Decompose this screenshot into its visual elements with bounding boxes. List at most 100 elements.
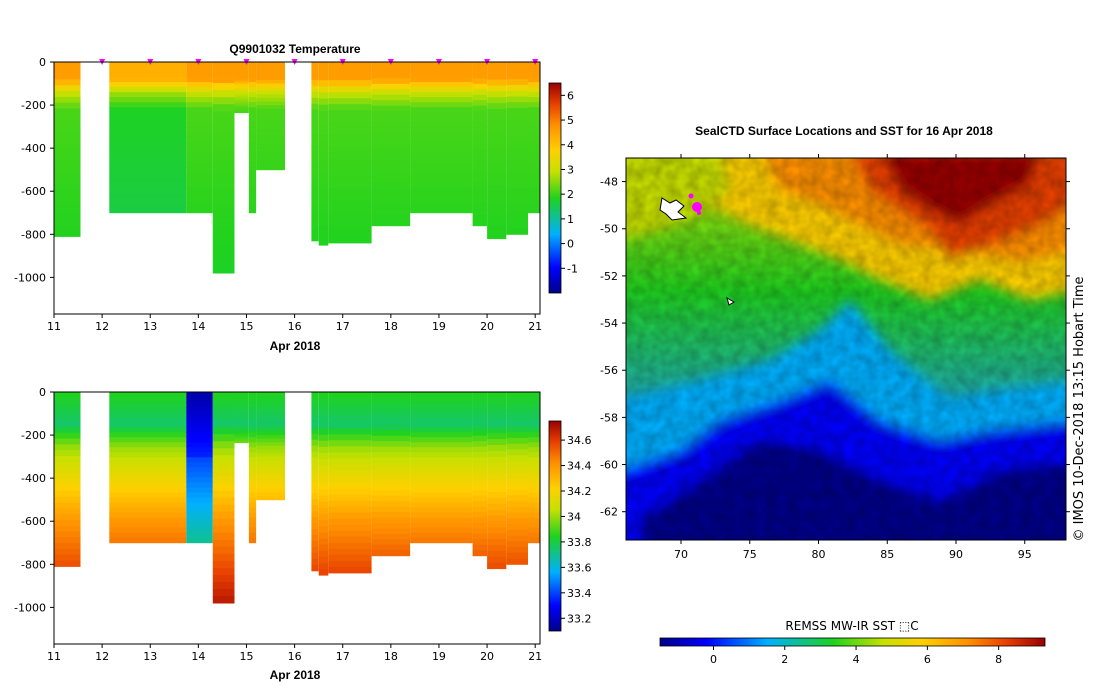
- profile-cell: [212, 244, 235, 253]
- profile-cell: [248, 457, 257, 463]
- colorbar-tick-label: -1: [567, 262, 578, 275]
- profile-cell: [410, 122, 473, 128]
- profile-cell: [54, 450, 81, 457]
- profile-cell: [234, 109, 249, 112]
- profile-cell: [487, 144, 507, 151]
- profile-cell: [256, 97, 285, 102]
- profile-cell: [54, 461, 81, 469]
- profile-cell: [318, 74, 329, 81]
- profile-cell: [487, 209, 507, 216]
- profile-cell: [256, 72, 285, 77]
- profile-cell: [371, 424, 411, 431]
- profile-cell: [109, 422, 187, 428]
- map-y-tick-label: -50: [600, 223, 618, 236]
- profile-cell: [371, 214, 411, 221]
- x-tick-label: 19: [432, 320, 446, 333]
- profile-cell: [318, 428, 329, 436]
- profile-cell: [54, 415, 81, 422]
- profile-cell: [109, 487, 187, 493]
- profile-cell: [256, 133, 285, 138]
- profile-cell: [506, 199, 528, 206]
- sst-colorbar-tick-label: 2: [781, 653, 788, 666]
- profile-cell: [328, 566, 372, 574]
- profile-cell: [311, 211, 319, 218]
- profile-cell: [506, 136, 528, 143]
- profile-cell: [328, 506, 372, 514]
- profile-cell: [410, 167, 473, 173]
- profile-cell: [256, 471, 285, 476]
- profile-cell: [256, 119, 285, 124]
- profile-cell: [318, 165, 329, 173]
- profile-cell: [54, 114, 81, 121]
- profile-cell: [234, 85, 249, 88]
- profile-cell: [318, 232, 329, 240]
- profile-cell: [506, 478, 528, 485]
- profile-cell: [256, 94, 285, 99]
- profile-cell: [371, 111, 411, 118]
- profile-cell: [248, 527, 257, 534]
- profile-cell: [410, 412, 473, 418]
- profile-cell: [506, 535, 528, 542]
- profile-cell: [109, 477, 187, 483]
- profile-cell: [328, 128, 372, 135]
- profile-cell: [212, 462, 235, 470]
- profile-cell: [248, 67, 257, 73]
- x-tick-label: 20: [480, 650, 494, 663]
- profile-cell: [234, 107, 249, 110]
- profile-cell: [256, 460, 285, 465]
- profile-cell: [506, 455, 528, 462]
- profile-cell: [528, 92, 540, 98]
- profile-cell: [410, 512, 473, 519]
- profile-cell: [234, 420, 249, 423]
- profile-cell: [328, 212, 372, 220]
- profile-cell: [248, 412, 257, 418]
- map-y-tick-label: -52: [600, 270, 618, 283]
- profile-cell: [487, 474, 507, 481]
- profile-cell: [109, 537, 187, 544]
- profile-cell: [234, 105, 249, 109]
- map-y-tick-label: -62: [600, 506, 618, 519]
- profile-cell: [410, 102, 473, 108]
- profile-cell: [328, 236, 372, 244]
- profile-cell: [472, 397, 487, 404]
- profile-cell: [186, 432, 213, 438]
- profile-cell: [54, 85, 81, 92]
- profile-cell: [506, 142, 528, 149]
- profile-cell: [234, 400, 249, 403]
- profile-cell: [506, 420, 528, 427]
- profile-cell: [371, 154, 411, 161]
- profile-cell: [186, 527, 213, 534]
- profile-cell: [472, 198, 487, 205]
- profile-cell: [256, 148, 285, 153]
- map-x-tick-label: 95: [1018, 548, 1032, 561]
- profile-cell: [371, 138, 411, 145]
- x-tick-label: 19: [432, 650, 446, 663]
- profile-cell: [212, 532, 235, 541]
- profile-cell: [311, 529, 319, 536]
- profile-cell: [109, 132, 187, 138]
- profile-cell: [234, 417, 249, 420]
- profile-cell: [311, 523, 319, 530]
- profile-cell: [248, 422, 257, 428]
- profile-cell: [186, 487, 213, 493]
- x-tick-label: 14: [191, 650, 205, 663]
- profile-cell: [472, 171, 487, 178]
- profile-cell: [472, 473, 487, 480]
- profile-cell: [487, 415, 507, 422]
- y-tick-label: -600: [21, 515, 46, 528]
- profile-cell: [472, 165, 487, 172]
- profile-cell: [487, 409, 507, 417]
- profile-cell: [506, 67, 528, 74]
- profile-cell: [410, 127, 473, 133]
- colorbar-tick-label: 5: [567, 114, 574, 127]
- profile-cell: [371, 203, 411, 210]
- profile-cell: [212, 525, 235, 534]
- profile-cell: [487, 433, 507, 440]
- profile-cell: [234, 99, 249, 102]
- profile-cell: [328, 164, 372, 171]
- profile-cell: [328, 200, 372, 208]
- profile-cell: [318, 196, 329, 203]
- profile-cell: [318, 98, 329, 106]
- profile-cell: [371, 506, 411, 513]
- profile-cell: [506, 119, 528, 126]
